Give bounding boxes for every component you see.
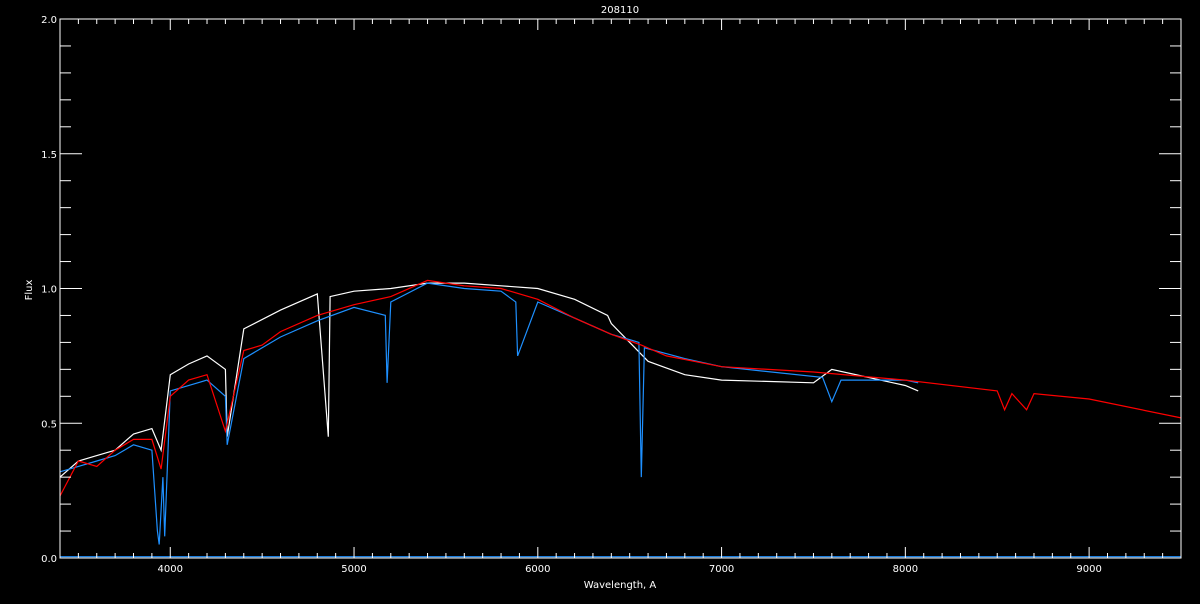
series-line-0 bbox=[59, 282, 919, 478]
x-tick-label: 5000 bbox=[341, 564, 366, 575]
series-layer bbox=[59, 279, 1182, 558]
y-axis-label: Flux bbox=[24, 280, 35, 301]
y-tick-label: 2.0 bbox=[41, 15, 57, 26]
y-tick-label: 0.5 bbox=[41, 419, 57, 430]
x-axis-label: Wavelength, A bbox=[584, 580, 657, 591]
x-tick-label: 7000 bbox=[709, 564, 734, 575]
series-line-1 bbox=[59, 282, 919, 545]
x-tick-label: 4000 bbox=[158, 564, 183, 575]
y-tick-label: 0.0 bbox=[41, 554, 57, 565]
chart-title: 208110 bbox=[601, 5, 639, 16]
y-tick-label: 1.0 bbox=[41, 285, 57, 296]
x-tick-label: 6000 bbox=[525, 564, 550, 575]
axes-layer: 4000 5000 6000 7000 8000 9000 0.0 0.5 1.0 1.5 2.0 bbox=[41, 15, 1182, 575]
x-tick-label: 8000 bbox=[893, 564, 918, 575]
plot-frame bbox=[59, 18, 1182, 559]
series-line-2 bbox=[59, 279, 1182, 497]
y-tick-label: 1.5 bbox=[41, 150, 57, 161]
x-tick-label: 9000 bbox=[1076, 564, 1101, 575]
